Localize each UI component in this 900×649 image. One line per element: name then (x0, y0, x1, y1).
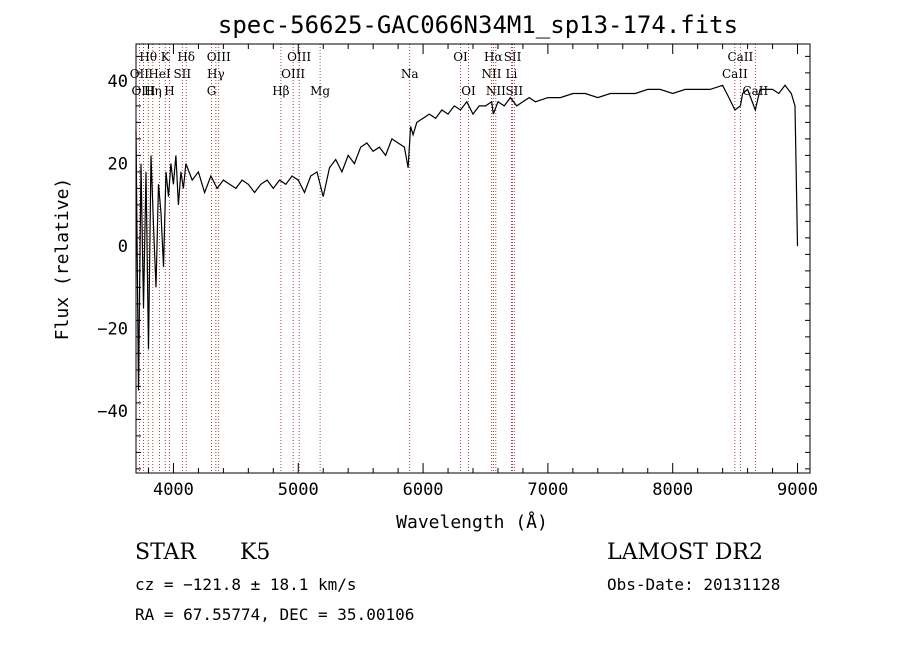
line-label-20: NII (486, 84, 506, 98)
x-tick-label: 9000 (777, 480, 818, 500)
object-class: STAR (135, 540, 197, 565)
line-label-1: OII (130, 67, 150, 81)
x-tick-label: 7000 (527, 480, 568, 500)
line-label-22: SII (504, 50, 522, 64)
line-label-15: Mg (310, 84, 330, 98)
chart-title: spec-56625-GAC066N34M1_sp13-174.fits (218, 11, 738, 39)
cz-value: cz = −121.8 ± 18.1 km/s (135, 575, 357, 594)
line-label-8: Hδ (177, 50, 195, 64)
axis-ticks: 4000 5000 6000 7000 8000 9000 −40 −20 0 20 40 (97, 44, 818, 500)
line-label-16: Na (401, 67, 419, 81)
y-tick-label: −20 (97, 320, 128, 340)
x-tick-label: 8000 (652, 480, 693, 500)
line-label-7: SII (173, 67, 191, 81)
line-label-24: Li (506, 67, 518, 81)
line-label-4: HeI (148, 67, 171, 81)
line-label-0: Hθ (139, 50, 157, 64)
line-label-3: Hη (144, 84, 162, 98)
ra-dec: RA = 67.55774, DEC = 35.00106 (135, 605, 414, 624)
object-subclass: K5 (240, 540, 270, 565)
y-tick-label: −40 (97, 402, 128, 422)
line-label-21: Hα (484, 50, 503, 64)
plot-frame (135, 43, 811, 474)
line-label-26: CaII (727, 50, 753, 64)
line-label-12: Hβ (272, 84, 289, 98)
x-tick-label: 5000 (278, 480, 319, 500)
line-label-11: G (207, 84, 217, 98)
line-label-9: OIII (207, 50, 231, 64)
survey-name: LAMOST DR2 (607, 540, 763, 565)
line-label-23: SII (505, 84, 523, 98)
line-label-18: OI (461, 84, 476, 98)
line-label-13: OIII (281, 67, 305, 81)
line-label-6: H (164, 84, 174, 98)
line-label-25: CaII (722, 67, 748, 81)
line-label-19: NII (481, 67, 501, 81)
y-axis-label: Flux (relative) (52, 178, 73, 341)
y-tick-label: 20 (108, 155, 128, 175)
obs-date: Obs-Date: 20131128 (607, 575, 780, 594)
y-tick-label: 0 (118, 237, 128, 257)
x-tick-label: 6000 (403, 480, 444, 500)
spectrum-line (135, 84, 799, 391)
y-tick-label: 40 (108, 72, 128, 92)
x-axis-label: Wavelength (Å) (396, 511, 548, 533)
line-label-2: OIII (131, 84, 155, 98)
line-label-5: K (161, 50, 171, 64)
line-label-17: OI (453, 50, 468, 64)
line-label-10: Hγ (207, 67, 225, 81)
x-tick-label: 4000 (153, 480, 194, 500)
line-label-14: OIII (287, 50, 311, 64)
